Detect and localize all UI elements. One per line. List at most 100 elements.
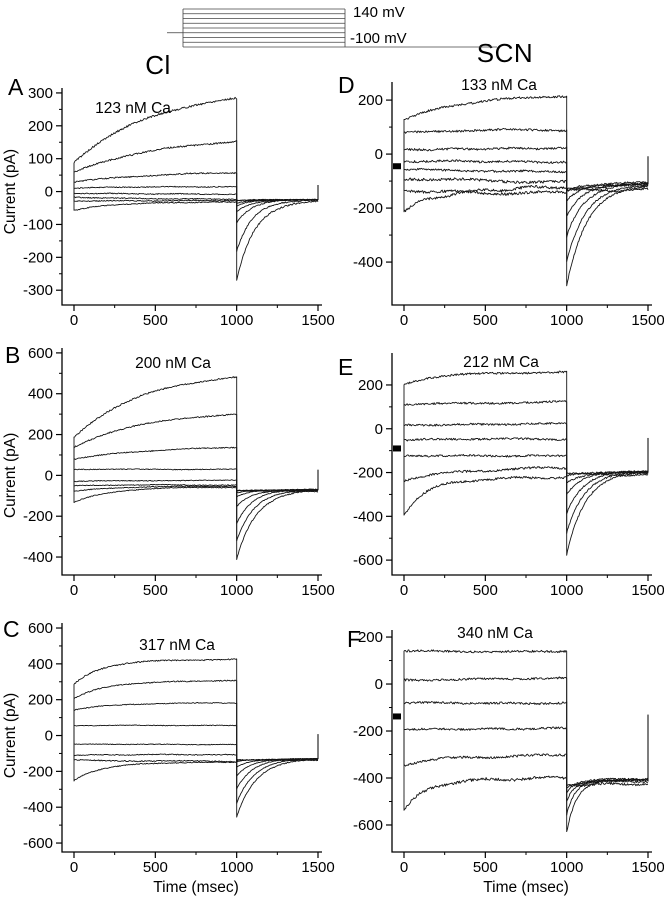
holding-marker (393, 713, 401, 720)
x-tick-label: 1500 (301, 312, 334, 329)
panel-b-plot: 600 400 200 0 -200 -400 0 500 1000 1500 B 200 nM Ca… (2, 342, 335, 599)
x-axis-label: Time (msec) (483, 879, 569, 896)
panel-c-plot: 600 400 200 0 -200 -400 -600 0 500 1000 1500 C 317 n… (2, 616, 335, 896)
y-tick-label: 300 (28, 85, 53, 102)
current-trace (403, 166, 649, 192)
panel-title: 200 nM Ca (135, 355, 211, 372)
current-trace (403, 166, 649, 213)
holding-marker (393, 163, 401, 170)
x-tick-label: 0 (400, 859, 408, 876)
current-trace (73, 737, 319, 763)
y-tick-label: -300 (23, 282, 53, 299)
panel-letter: D (338, 72, 355, 98)
y-tick-label: -400 (23, 549, 53, 566)
current-trace (73, 737, 318, 782)
y-tick-label: 0 (45, 467, 53, 484)
current-trace (403, 701, 649, 802)
y-tick-label: 0 (45, 184, 53, 201)
y-tick-label: 200 (28, 118, 53, 135)
y-tick-label: -400 (353, 770, 383, 787)
current-trace (403, 95, 649, 287)
y-tick-label: 400 (28, 656, 53, 673)
y-axis-label: Current (pA) (2, 693, 19, 778)
column-header-scn: SCN (476, 38, 534, 68)
y-tick-label: 0 (375, 146, 383, 163)
x-tick-label: 0 (70, 859, 78, 876)
x-tick-label: 1000 (220, 859, 253, 876)
y-axis-label: Current (pA) (2, 149, 19, 234)
current-trace (73, 192, 318, 207)
current-trace (403, 159, 649, 217)
y-tick-label: 200 (28, 692, 53, 709)
current-trace (403, 448, 649, 516)
x-tick-label: 0 (70, 582, 78, 599)
y-tick-label: -200 (353, 200, 383, 217)
x-axis-label: Time (msec) (153, 879, 239, 896)
current-trace (73, 701, 319, 790)
panel-title: 340 nM Ca (457, 625, 533, 642)
current-trace (73, 477, 319, 494)
y-tick-label: -400 (353, 508, 383, 525)
x-tick-label: 0 (70, 312, 78, 329)
x-tick-label: 500 (143, 582, 168, 599)
y-tick-label: 400 (28, 386, 53, 403)
panel-title: 133 nM Ca (461, 77, 537, 94)
axes (391, 353, 652, 576)
x-tick-label: 500 (473, 312, 498, 329)
y-tick-label: 600 (28, 345, 53, 362)
panel-title: 212 nM Ca (463, 354, 539, 371)
current-trace (73, 413, 319, 542)
y-tick-label: 100 (28, 151, 53, 168)
x-tick-label: 1500 (301, 582, 334, 599)
panel-letter: C (3, 616, 20, 642)
current-trace (403, 649, 649, 833)
current-trace (73, 193, 319, 211)
y-tick-label: 0 (375, 421, 383, 438)
voltage-protocol-inset (167, 8, 497, 48)
x-tick-label: 1000 (550, 312, 583, 329)
current-trace (403, 448, 649, 483)
y-tick-label: 200 (358, 377, 383, 394)
current-trace (403, 715, 649, 811)
panel-f-plot: 200 0 -200 -400 -600 0 500 1000 1500 F 340 nM Ca Ti… (347, 625, 664, 896)
x-tick-label: 1000 (220, 312, 253, 329)
current-trace (73, 446, 319, 524)
x-tick-label: 500 (473, 859, 498, 876)
current-trace (403, 715, 649, 794)
axes (391, 630, 652, 853)
y-tick-label: -600 (353, 552, 383, 569)
x-tick-label: 1500 (631, 582, 664, 599)
axes (61, 623, 322, 853)
axes (61, 348, 322, 576)
x-tick-label: 0 (400, 582, 408, 599)
current-trace (73, 724, 319, 777)
current-trace (73, 376, 319, 560)
y-tick-label: -200 (23, 508, 53, 525)
axes (391, 82, 652, 306)
current-trace (403, 715, 649, 788)
panel-d-plot: 200 0 -200 -400 0 500 1000 1500 D 133 nM Ca (338, 72, 664, 329)
y-tick-label: -200 (353, 723, 383, 740)
x-tick-label: 1000 (550, 859, 583, 876)
current-trace (403, 400, 649, 534)
y-axis-label: Current (pA) (2, 433, 19, 518)
y-tick-label: 600 (28, 620, 53, 637)
panel-title: 317 nM Ca (139, 637, 215, 654)
current-trace (73, 737, 319, 763)
current-trace (73, 140, 318, 252)
holding-marker (393, 445, 401, 452)
y-tick-label: -100 (23, 216, 53, 233)
y-tick-label: 200 (358, 92, 383, 109)
panel-e-plot: 200 0 -200 -400 -600 0 500 1000 1500 E 212 nM Ca (338, 353, 664, 599)
x-tick-label: 1500 (301, 859, 334, 876)
x-tick-label: 500 (143, 312, 168, 329)
y-tick-label: -400 (23, 799, 53, 816)
panel-letter: B (5, 342, 20, 368)
x-tick-label: 500 (473, 582, 498, 599)
x-tick-label: 1000 (220, 582, 253, 599)
y-tick-label: -200 (23, 249, 53, 266)
y-tick-label: -200 (23, 763, 53, 780)
x-tick-label: 1500 (631, 312, 664, 329)
current-trace (403, 146, 649, 238)
